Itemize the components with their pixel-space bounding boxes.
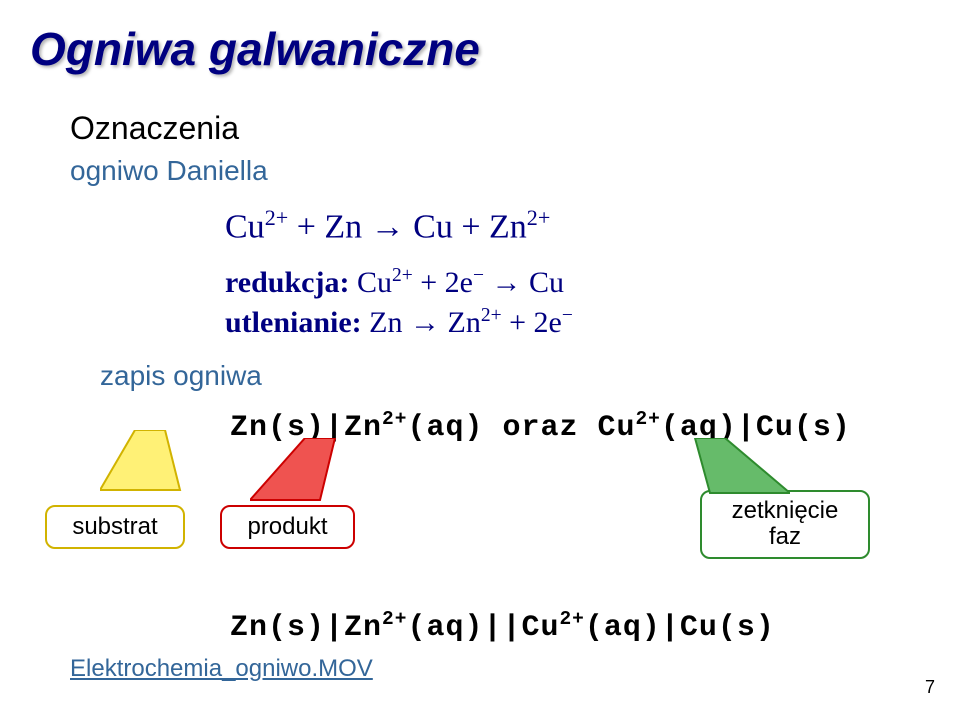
overall-equation: Cu2+ + Zn → Cu + Zn2+ [225,205,550,246]
oxidation-label: utlenianie: [225,306,362,339]
zapis-label: zapis ogniwa [100,360,262,392]
arrow-product [250,438,350,510]
arrow-phase [670,438,790,508]
reduction-label: redukcja: [225,266,349,299]
oxidation-formula: Zn → Zn2+ + 2e− [362,306,573,339]
page-number: 7 [925,677,935,698]
callout-product: produkt [220,505,355,549]
cell-notation-2: Zn(s)|Zn2+(aq)||Cu2+(aq)|Cu(s) [230,608,775,645]
section-heading: Oznaczenia [70,110,239,147]
reduction-equation: redukcja: Cu2+ + 2e− → Cu [225,265,564,300]
video-link[interactable]: Elektrochemia_ogniwo.MOV [70,655,373,683]
arrow-substrate [100,430,220,510]
callout-substrate: substrat [45,505,185,549]
page-title: Ogniwa galwaniczne [30,22,480,76]
oxidation-equation: utlenianie: Zn → Zn2+ + 2e− [225,305,573,340]
cell-name: ogniwo Daniella [70,155,268,187]
reduction-formula: Cu2+ + 2e− → Cu [349,266,564,299]
